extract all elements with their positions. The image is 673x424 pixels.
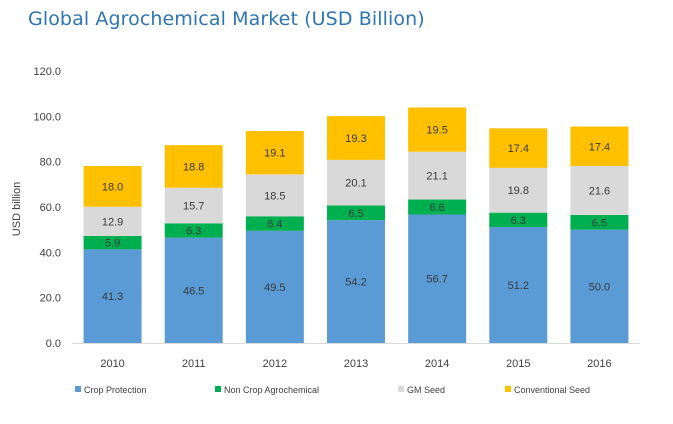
legend-label: Conventional Seed (514, 385, 590, 395)
data-label: 20.1 (345, 178, 366, 190)
bar-segment-non-crop-agrochemical (327, 205, 385, 221)
bar-stack-2011: 46.5 6.3 15.7 18.8 (164, 145, 223, 343)
data-label: 21.6 (589, 185, 610, 197)
x-tick-label: 2013 (344, 358, 368, 370)
y-tick-label: 60.0 (40, 202, 61, 214)
x-tick-label: 2011 (182, 358, 206, 370)
bar-segment-conventional-seed (408, 107, 467, 152)
bar-segment-gm-seed (489, 167, 548, 213)
x-axis-categories: 2010 2011 2012 2013 2014 2015 2016 (100, 358, 611, 370)
y-tick-label: 80.0 (40, 157, 61, 169)
bar-segment-gm-seed (164, 187, 223, 224)
data-label: 6.6 (429, 202, 444, 214)
data-label: 6.5 (348, 208, 363, 220)
legend-label: Non Crop Agrochemical (224, 385, 319, 395)
bar-segment-gm-seed (245, 174, 304, 217)
data-label: 6.4 (267, 219, 282, 231)
bar-stack-2016: 50.0 6.5 21.6 17.4 (570, 126, 629, 343)
legend-swatch (75, 386, 81, 392)
legend-swatch (505, 386, 511, 392)
bar-segment-crop-protection (83, 249, 142, 343)
legend-item: GM Seed (398, 385, 445, 395)
bar-segment-non-crop-agrochemical (408, 199, 467, 215)
data-label: 46.5 (183, 285, 204, 297)
bar-segment-crop-protection (164, 237, 223, 343)
data-label: 18.5 (264, 190, 285, 202)
bar-segment-conventional-seed (164, 145, 223, 188)
data-label: 6.3 (511, 215, 526, 227)
data-label: 21.1 (426, 171, 447, 183)
bar-segment-non-crop-agrochemical (570, 214, 629, 230)
data-label: 12.9 (102, 216, 123, 228)
data-label: 51.2 (508, 280, 529, 292)
y-axis-title: USD billion (11, 182, 23, 236)
bar-segment-gm-seed (570, 165, 629, 215)
data-label: 18.8 (183, 161, 204, 173)
bar-stacks: 41.3 5.9 12.9 18.0 46.5 6.3 15.7 18.8 49.5 6.4 18.… (83, 107, 629, 343)
data-label: 56.7 (426, 274, 447, 286)
bar-segment-conventional-seed (83, 165, 142, 207)
bar-segment-conventional-seed (489, 128, 548, 168)
bar-segment-crop-protection (489, 226, 548, 343)
data-label: 17.4 (508, 143, 529, 155)
bar-segment-crop-protection (327, 220, 385, 343)
data-label: 15.7 (183, 201, 204, 213)
data-label: 19.3 (345, 133, 366, 145)
y-tick-label: 0.0 (46, 338, 61, 350)
y-tick-label: 20.0 (40, 293, 61, 305)
x-tick-label: 2015 (506, 358, 530, 370)
y-axis-ticks: 0.0 20.0 40.0 60.0 80.0 100.0 120.0 (33, 66, 61, 350)
data-label: 50.0 (589, 281, 610, 293)
data-label: 6.3 (186, 225, 201, 237)
y-tick-label: 40.0 (40, 247, 61, 259)
data-label: 19.1 (264, 148, 285, 160)
y-tick-label: 100.0 (33, 111, 61, 123)
bar-stack-2013: 54.2 6.5 20.1 19.3 (327, 116, 385, 343)
data-label: 49.5 (264, 282, 285, 294)
data-label: 5.9 (105, 238, 120, 250)
legend-label: GM Seed (407, 385, 445, 395)
legend-swatch (215, 386, 221, 392)
x-tick-label: 2010 (100, 358, 124, 370)
x-tick-label: 2016 (587, 358, 611, 370)
bar-segment-crop-protection (408, 214, 467, 343)
bar-stack-2010: 41.3 5.9 12.9 18.0 (83, 165, 142, 343)
bar-segment-non-crop-agrochemical (489, 212, 548, 227)
bar-stack-2012: 49.5 6.4 18.5 19.1 (245, 131, 304, 343)
legend: Crop Protection Non Crop Agrochemical GM S… (75, 385, 590, 395)
data-label: 41.3 (102, 291, 123, 303)
bar-segment-non-crop-agrochemical (83, 236, 142, 250)
bar-segment-conventional-seed (570, 126, 629, 166)
legend-item: Conventional Seed (505, 385, 590, 395)
data-label: 54.2 (345, 277, 366, 289)
bar-segment-conventional-seed (245, 131, 304, 175)
data-label: 18.0 (102, 181, 123, 193)
bar-segment-gm-seed (83, 206, 142, 237)
bar-segment-conventional-seed (327, 116, 385, 160)
data-label: 6.5 (592, 217, 607, 229)
bar-segment-gm-seed (408, 151, 467, 200)
legend-item: Crop Protection (75, 385, 147, 395)
x-tick-label: 2014 (425, 358, 449, 370)
bar-segment-non-crop-agrochemical (245, 216, 304, 231)
chart-title: Global Agrochemical Market (USD Billion) (28, 8, 425, 30)
data-label: 19.8 (508, 185, 529, 197)
data-label: 17.4 (589, 141, 610, 153)
legend-item: Non Crop Agrochemical (215, 385, 319, 395)
legend-swatch (398, 386, 404, 392)
y-tick-label: 120.0 (33, 66, 61, 78)
bar-stack-2014: 56.7 6.6 21.1 19.5 (408, 107, 467, 343)
legend-label: Crop Protection (84, 385, 147, 395)
bar-segment-crop-protection (245, 230, 304, 343)
x-tick-label: 2012 (263, 358, 287, 370)
bar-stack-2015: 51.2 6.3 19.8 17.4 (489, 128, 548, 343)
bar-segment-crop-protection (570, 229, 629, 343)
data-label: 19.5 (426, 125, 447, 137)
bar-segment-non-crop-agrochemical (164, 223, 223, 238)
bar-segment-gm-seed (327, 159, 385, 206)
